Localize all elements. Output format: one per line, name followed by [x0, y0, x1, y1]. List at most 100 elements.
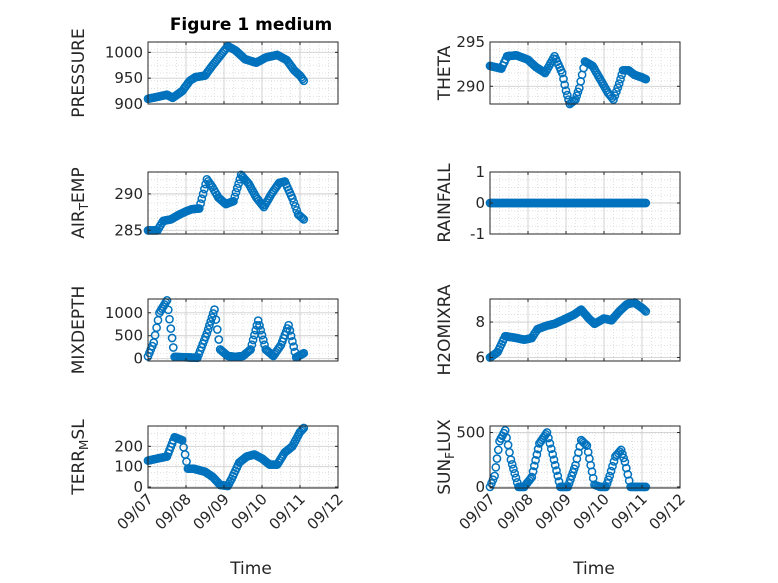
y-tick-label: 100 — [114, 458, 143, 476]
x-axis-label-right: Time — [572, 559, 615, 579]
data-point — [510, 468, 520, 478]
y-axis-label: AIRTEMP — [69, 167, 91, 238]
figure-title: Figure 1 medium — [170, 15, 332, 35]
data-point — [531, 455, 540, 465]
data-point — [299, 348, 309, 358]
data-point — [197, 194, 207, 204]
y-tick-label: 200 — [114, 437, 143, 455]
data-point — [493, 445, 503, 455]
data-point — [257, 330, 267, 340]
data-point — [613, 83, 623, 92]
data-point — [296, 426, 306, 436]
data-series — [485, 50, 651, 109]
data-series — [485, 426, 651, 492]
data-point — [166, 324, 176, 333]
data-point — [253, 316, 263, 325]
tick-marks — [147, 42, 339, 105]
data-point — [511, 473, 521, 483]
data-point — [581, 439, 590, 449]
x-tick-label: 09/09 — [532, 490, 575, 533]
data-point — [289, 197, 299, 207]
data-point — [507, 459, 517, 469]
data-point — [604, 475, 613, 485]
y-tick-label: 500 — [456, 424, 485, 442]
data-point — [571, 95, 580, 104]
data-point — [549, 455, 559, 465]
data-point — [200, 184, 209, 194]
data-point — [638, 304, 648, 314]
data-point — [299, 215, 309, 224]
data-point — [552, 466, 561, 475]
data-series — [143, 423, 309, 491]
tick-marks — [489, 426, 681, 488]
y-tick-label: 1000 — [105, 43, 143, 61]
data-point — [545, 439, 555, 448]
data-series — [143, 170, 309, 235]
y-axis-label: TERRMSL — [69, 419, 91, 496]
data-point — [619, 453, 628, 463]
data-point — [247, 340, 257, 350]
data-point — [641, 74, 651, 84]
tick-marks — [489, 299, 681, 361]
y-axis-label: H2OMIXRA — [435, 284, 455, 375]
tick-marks — [489, 171, 681, 235]
data-point — [573, 87, 583, 97]
axes-box — [489, 425, 681, 489]
data-point — [163, 305, 173, 315]
data-point — [509, 464, 518, 474]
data-point — [298, 213, 307, 223]
data-point — [288, 193, 297, 203]
data-point — [612, 87, 621, 96]
y-tick-label: 285 — [114, 221, 143, 239]
x-tick-label: 09/07 — [114, 490, 157, 533]
tick-marks — [147, 299, 339, 361]
tick-marks — [147, 172, 339, 234]
data-point — [255, 321, 264, 330]
data-point — [490, 471, 499, 481]
y-axis-label: SUNFLUX — [435, 419, 457, 495]
tick-marks — [147, 426, 339, 488]
data-point — [526, 474, 535, 484]
data-point — [290, 201, 300, 211]
y-tick-label: 8 — [475, 313, 485, 331]
data-point — [562, 90, 572, 100]
data-point — [248, 335, 258, 345]
data-point — [196, 199, 205, 208]
y-tick-label: 295 — [456, 33, 485, 51]
data-point — [605, 471, 615, 481]
data-point — [289, 342, 299, 351]
data-point — [231, 188, 241, 197]
y-tick-label: 0 — [475, 478, 485, 496]
data-point — [561, 86, 571, 96]
data-point — [529, 461, 539, 471]
data-point — [614, 79, 624, 88]
data-point — [229, 196, 238, 206]
x-tick-label: 09/09 — [190, 490, 233, 533]
data-point — [574, 448, 583, 457]
data-point — [616, 74, 625, 84]
data-point — [506, 455, 516, 465]
data-point — [298, 74, 307, 84]
data-point — [492, 454, 502, 463]
subplot-pressure: 900 950 1000 PRESSURE — [69, 28, 339, 118]
data-point — [572, 91, 582, 101]
data-point — [557, 68, 567, 78]
x-tick-label: 09/08 — [494, 490, 537, 533]
y-tick-label: 0 — [133, 478, 143, 496]
data-point — [198, 189, 208, 199]
data-point — [610, 91, 620, 100]
data-point — [548, 449, 558, 459]
y-tick-label: -1 — [470, 225, 485, 243]
data-point — [167, 333, 177, 343]
data-point — [288, 336, 297, 346]
data-point — [246, 345, 255, 354]
data-point — [640, 305, 649, 315]
x-tick-label: 09/10 — [228, 490, 271, 533]
data-point — [606, 466, 616, 476]
data-point — [211, 315, 221, 324]
data-point — [641, 198, 651, 208]
y-axis-label: MIXDEPTH — [69, 286, 89, 375]
subplot-air-temp: 285 290 AIRTEMP — [69, 167, 339, 239]
data-point — [205, 321, 214, 330]
